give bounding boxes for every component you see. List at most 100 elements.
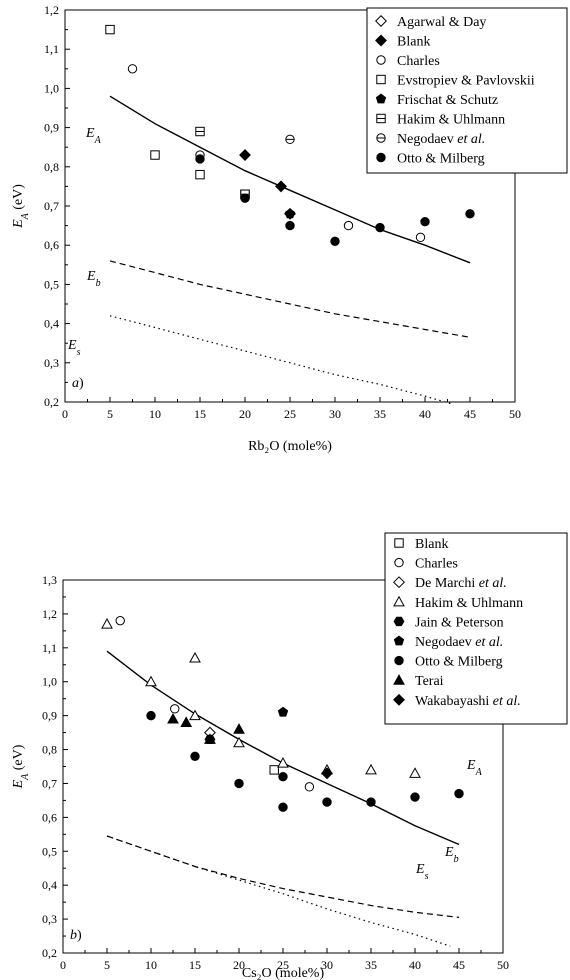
legend-item: De Marchi et al.	[393, 576, 507, 591]
data-point	[233, 723, 245, 734]
series-hakim-uhlmann	[195, 126, 250, 199]
data-point	[269, 765, 279, 775]
x-tick-label: 15	[189, 958, 201, 972]
data-point	[415, 232, 426, 243]
y-tick-label: 0,4	[42, 878, 57, 892]
data-point	[365, 763, 377, 775]
legend-label: Blank	[415, 537, 448, 552]
data-point	[239, 149, 251, 161]
legend-item: Frischat & Schutz	[375, 93, 498, 108]
data-point	[167, 712, 179, 724]
legend-marker	[393, 616, 405, 627]
legend-marker	[375, 93, 387, 104]
legend-label: Blank	[397, 35, 430, 50]
data-point	[105, 24, 115, 35]
panel-label: b)	[70, 928, 82, 943]
data-point	[454, 788, 464, 799]
data-point	[234, 778, 244, 789]
legend-marker	[394, 538, 404, 548]
legend-item: Blank	[375, 34, 430, 50]
data-point	[146, 710, 156, 721]
legend-marker	[393, 635, 405, 646]
y-tick-label: 1,0	[44, 81, 59, 95]
series-evstropiev-pavlovskii	[105, 24, 250, 199]
data-point	[189, 709, 201, 721]
data-point	[195, 154, 205, 164]
data-point	[195, 169, 205, 180]
y-tick-label: 0,7	[42, 776, 57, 790]
legend-label: Charles	[397, 54, 440, 69]
x-axis-label: Rb₂O (mole%)	[248, 439, 332, 454]
legend-item: Evstropiev & Pavlovskii	[376, 74, 535, 89]
data-point	[277, 757, 289, 768]
data-point	[115, 615, 125, 626]
series-terai	[167, 712, 245, 744]
legend-label: Frischat & Schutz	[397, 93, 498, 108]
y-tick-label: 1,2	[44, 3, 59, 17]
y-tick-label: 0,9	[42, 709, 57, 723]
curve-e-a	[109, 95, 471, 264]
x-tick-label: 15	[194, 407, 206, 421]
legend-box	[366, 7, 568, 174]
data-point	[304, 782, 315, 792]
curve-label-es: Es	[415, 862, 429, 882]
legend-marker	[394, 557, 404, 568]
x-tick-label: 20	[239, 407, 251, 421]
series-frischat-schutz	[284, 208, 296, 219]
x-tick-label: 10	[145, 958, 157, 972]
legend-marker	[393, 674, 405, 685]
y-tick-label: 0,6	[44, 238, 59, 252]
panel-label: a)	[72, 376, 84, 391]
legend-item: Blank	[394, 537, 448, 552]
x-axis-label: Cs₂O (mole%)	[242, 966, 325, 980]
y-tick-label: 1,1	[44, 42, 59, 56]
legend-marker	[393, 595, 405, 607]
legend: Agarwal & Day Blank Charles Evstropiev & Pa…	[366, 7, 568, 174]
y-axis-label: EA (eV)	[11, 744, 31, 789]
series-charles	[115, 615, 315, 792]
curve-label-es: Es	[67, 338, 81, 358]
legend-marker	[376, 74, 386, 85]
x-tick-label: 10	[149, 407, 161, 421]
x-tick-label: 0	[62, 407, 68, 421]
data-point	[170, 704, 180, 714]
legend-item: Negodaev et al.	[376, 132, 485, 147]
curve-e-b	[109, 260, 471, 338]
legend-label: Hakim & Uhlmann	[415, 596, 523, 611]
y-tick-label: 0,2	[42, 946, 57, 960]
curve-e-s	[109, 315, 453, 405]
legend-marker	[393, 576, 405, 589]
y-axis-label-group: EA (eV)	[11, 184, 31, 229]
data-point	[285, 220, 295, 231]
legend-label: Evstropiev & Pavlovskii	[397, 74, 535, 89]
legend-marker	[375, 34, 387, 47]
x-tick-label: 5	[107, 407, 113, 421]
legend: Blank Charles De Marchi et al. Hakim & Uhlm…	[384, 532, 568, 725]
legend-item: Charles	[394, 557, 458, 572]
data-point	[101, 618, 113, 629]
series-hakim-uhlmann	[101, 618, 421, 778]
curve-e-s	[106, 835, 451, 947]
x-tick-label: 0	[60, 958, 66, 972]
data-point	[409, 767, 421, 778]
x-tick-label: 35	[374, 407, 386, 421]
series-otto-milberg	[195, 154, 475, 246]
legend-item: Hakim & Uhlmann	[376, 113, 505, 128]
legend-marker	[393, 693, 405, 706]
legend-item: Negodaev et al.	[393, 635, 503, 650]
data-point	[277, 706, 289, 717]
x-tick-label: 40	[409, 958, 421, 972]
chart-panel-b: 0 5 10 15 20 25 30 35 40 45 50 0,2 0,3 0,4 0,5 0,6 0,7 0,…	[11, 532, 568, 980]
x-tick-label: 5	[104, 958, 110, 972]
y-tick-label: 1,1	[42, 641, 57, 655]
curve-label-eb: Eb	[86, 269, 101, 289]
legend-item: Terai	[393, 674, 444, 689]
data-point	[420, 216, 430, 227]
data-point	[465, 209, 475, 219]
series-wakabayashi-et-al-	[321, 767, 333, 780]
legend-item: Jain & Peterson	[393, 615, 504, 630]
x-tick-label: 25	[277, 958, 289, 972]
y-tick-label: 1,3	[42, 573, 57, 587]
data-point	[278, 802, 288, 812]
x-tick-label: 35	[365, 958, 377, 972]
